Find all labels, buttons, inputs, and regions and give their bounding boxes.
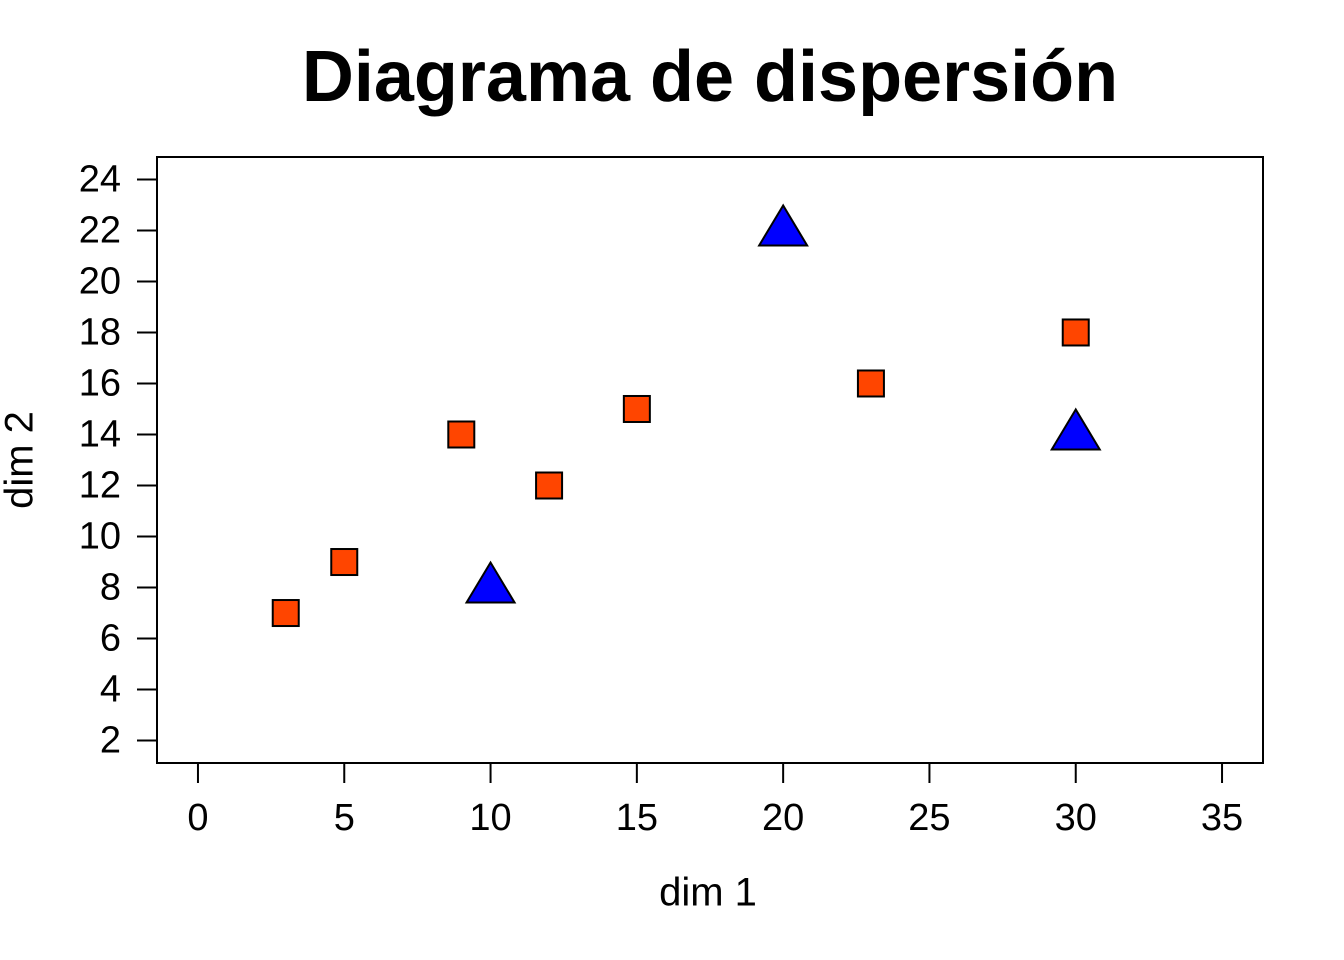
x-tick-label: 20: [762, 797, 804, 839]
point: [1061, 318, 1090, 347]
y-tick-label: 2: [100, 720, 121, 762]
y-tick-label: 22: [79, 209, 121, 251]
y-tick-label: 4: [100, 669, 121, 711]
y-tick-label: 18: [79, 312, 121, 354]
x-tick-label: 25: [908, 797, 950, 839]
point: [622, 394, 651, 423]
y-tick-label: 6: [100, 618, 121, 660]
x-tick-label: 5: [334, 797, 355, 839]
point: [757, 203, 809, 247]
y-tick-label: 10: [79, 516, 121, 558]
x-axis-label: dim 1: [659, 871, 757, 915]
x-tick-label: 15: [616, 797, 658, 839]
plot-frame: [156, 156, 1264, 764]
point: [447, 420, 476, 449]
y-tick-label: 12: [79, 465, 121, 507]
x-tick-label: 0: [187, 797, 208, 839]
point: [271, 599, 300, 628]
y-tick-label: 14: [79, 414, 121, 456]
chart-title: Diagrama de dispersión: [302, 37, 1118, 117]
point: [856, 369, 885, 398]
y-tick-label: 8: [100, 567, 121, 609]
x-tick-label: 30: [1055, 797, 1097, 839]
point: [330, 548, 359, 577]
x-tick-label: 10: [469, 797, 511, 839]
y-tick-label: 16: [79, 363, 121, 405]
point: [1049, 407, 1102, 451]
y-axis-label: dim 2: [0, 411, 42, 509]
point: [535, 471, 564, 500]
x-tick-label: 35: [1201, 797, 1243, 839]
y-tick-label: 24: [79, 158, 121, 200]
y-tick-label: 20: [79, 260, 121, 302]
point: [464, 560, 517, 604]
